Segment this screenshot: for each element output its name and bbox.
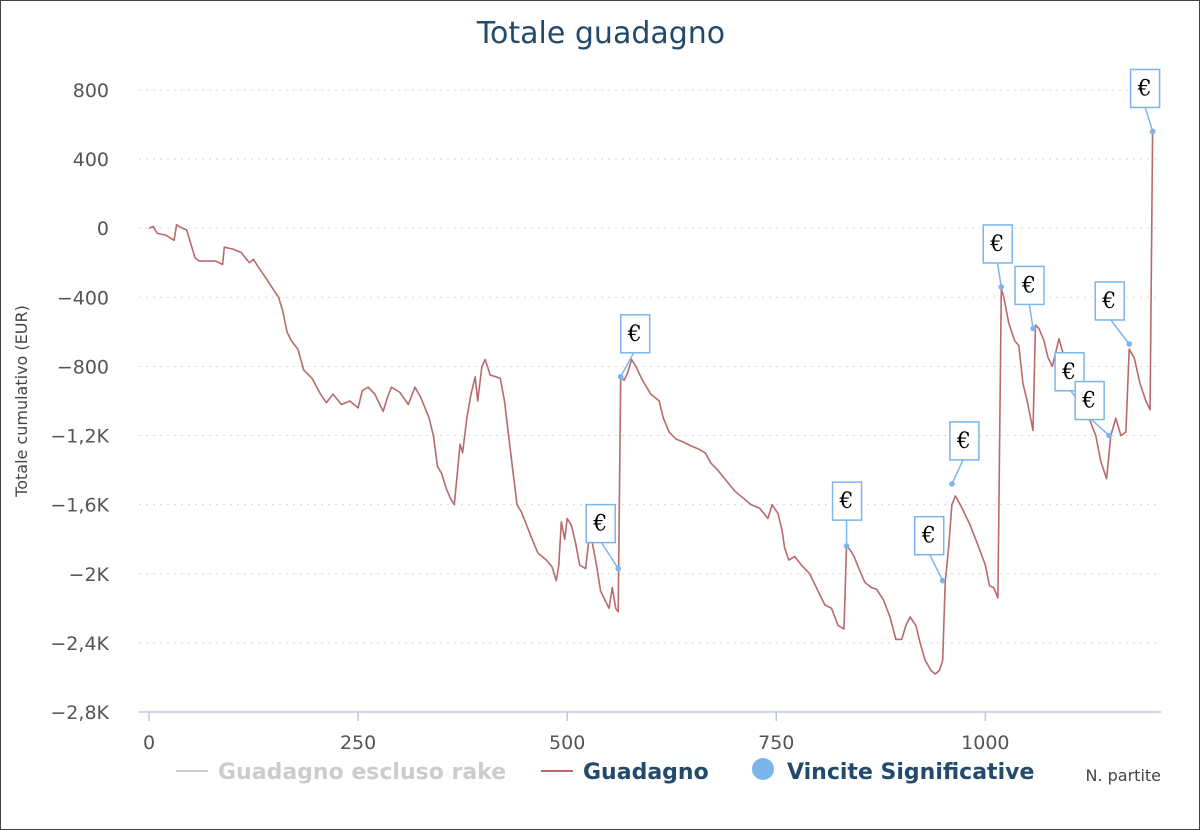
callout-box — [585, 503, 616, 544]
chart-title: Totale guadagno — [476, 16, 725, 51]
callout-label: € — [1137, 76, 1152, 101]
callout-label: € — [956, 429, 971, 454]
win-marker — [1149, 128, 1156, 135]
y-tick-label: −800 — [57, 356, 109, 378]
callout-label: € — [627, 322, 642, 347]
callout-label: € — [1061, 360, 1076, 385]
callout-box — [1094, 281, 1125, 321]
y-axis-ticks: 800 400 0 −400 −800 −1,2K −1,6K −2K −2,4K −2,8K — [50, 80, 109, 724]
callout-connector — [1108, 317, 1130, 345]
legend-dot-symbol — [752, 758, 774, 780]
x-tick-label: 750 — [758, 732, 794, 754]
win-marker — [615, 565, 621, 572]
callout-connector — [1028, 302, 1034, 329]
y-axis-title: Totale cumulativo (EUR) — [12, 305, 31, 498]
callout-connector — [599, 540, 619, 569]
legend-item: Guadagno escluso rake — [176, 760, 506, 785]
x-tick-label: 1000 — [961, 732, 1009, 754]
x-tick-label: 0 — [143, 732, 155, 754]
y-tick-label: −1,2K — [50, 426, 109, 448]
x-axis-title: N. partite — [1085, 766, 1161, 785]
y-tick-label: −2,8K — [50, 702, 109, 724]
callout-box — [949, 421, 980, 461]
callout-label: € — [1101, 289, 1116, 314]
callout-box — [913, 515, 945, 556]
y-tick-label: −400 — [57, 287, 109, 309]
x-axis: 0 250 500 750 1000 — [139, 711, 1161, 754]
win-marker — [1030, 325, 1036, 332]
win-marker — [998, 284, 1005, 290]
callout-connector — [620, 350, 636, 378]
win-marker — [843, 543, 850, 549]
y-tick-label: 0 — [97, 218, 109, 240]
y-tick-label: −2K — [69, 564, 110, 586]
legend-label: Guadagno — [583, 760, 709, 785]
x-tick-label: 500 — [549, 732, 585, 754]
callout-box — [982, 224, 1014, 264]
series-line-guadagno — [148, 131, 1154, 675]
y-tick-label: −2,4K — [50, 633, 109, 655]
callouts-layer: €€€€€€€€€€€ — [585, 68, 1161, 584]
callout-connector — [951, 457, 965, 485]
callout-label: € — [1021, 273, 1036, 298]
legend: Guadagno escluso rake Guadagno Vincite Sig… — [176, 758, 1034, 785]
y-tick-label: −1,6K — [50, 495, 109, 517]
legend-label: Guadagno escluso rake — [218, 760, 506, 785]
callout-box — [831, 481, 863, 521]
callout-label: € — [592, 512, 607, 537]
x-tick-label: 250 — [340, 732, 376, 754]
series-layer — [148, 131, 1154, 675]
callout-connector — [1088, 416, 1110, 437]
grid-lines — [139, 89, 1161, 644]
legend-item: Guadagno — [541, 760, 709, 785]
callout-box — [1074, 380, 1105, 421]
callout-connector — [996, 260, 1002, 288]
win-marker — [1126, 341, 1133, 347]
callout-box — [619, 314, 651, 354]
legend-item: Vincite Significative — [752, 758, 1034, 785]
win-marker — [939, 577, 946, 584]
legend-label: Vincite Significative — [787, 760, 1034, 785]
callout-label: € — [1081, 389, 1096, 414]
callout-box — [1129, 68, 1161, 109]
win-marker — [617, 374, 624, 380]
callout-label: € — [921, 524, 936, 549]
win-marker — [1106, 432, 1112, 439]
callout-label: € — [989, 232, 1004, 257]
y-tick-label: 400 — [73, 149, 109, 171]
callout-label: € — [839, 489, 854, 514]
win-marker — [949, 481, 955, 487]
y-tick-label: 800 — [73, 80, 109, 102]
callout-connector — [928, 552, 944, 582]
callout-box — [1014, 265, 1045, 306]
callout-connector — [1143, 105, 1154, 132]
